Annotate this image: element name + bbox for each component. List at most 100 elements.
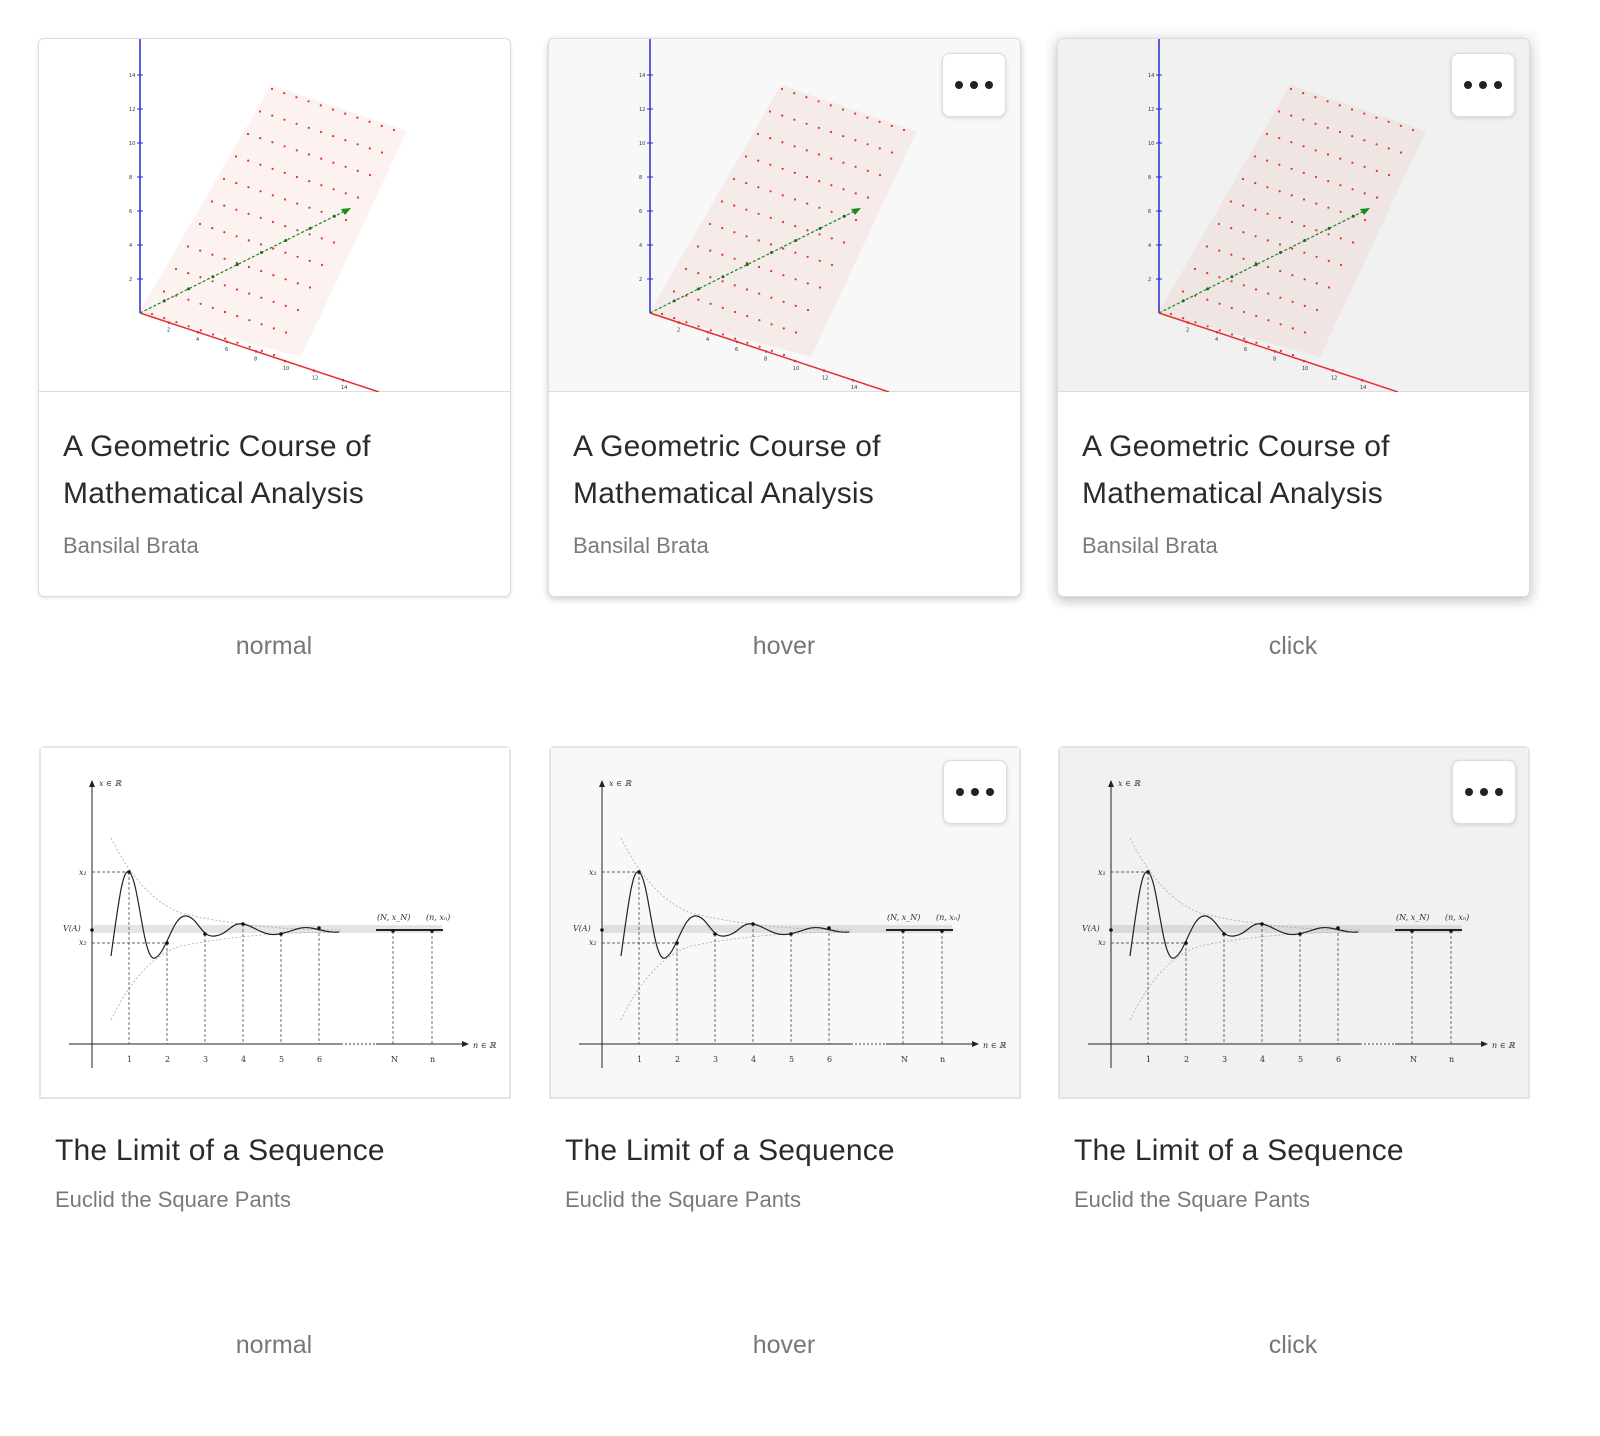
svg-text:x₁: x₁ — [589, 868, 597, 877]
3d-plot-thumbnail: 2 4 6 8 10 12 14 2 4 6 8 10 12 14 — [1058, 39, 1529, 392]
svg-text:1: 1 — [127, 1055, 132, 1064]
svg-text:5: 5 — [1298, 1055, 1303, 1064]
svg-text:8: 8 — [1273, 356, 1276, 362]
book-author: Bansilal Brata — [573, 533, 709, 558]
svg-text:12: 12 — [129, 107, 135, 113]
svg-text:2: 2 — [675, 1055, 680, 1064]
svg-text:x ∈ ℝ: x ∈ ℝ — [1118, 779, 1142, 788]
svg-text:2: 2 — [1186, 328, 1189, 334]
svg-text:x₁: x₁ — [1098, 868, 1106, 877]
svg-text:V(A): V(A) — [1082, 924, 1100, 933]
book-author: Bansilal Brata — [63, 533, 199, 558]
svg-text:1: 1 — [637, 1055, 642, 1064]
state-label-click: click — [1268, 1331, 1318, 1359]
svg-text:2: 2 — [165, 1055, 170, 1064]
svg-text:6: 6 — [317, 1055, 322, 1064]
svg-text:6: 6 — [1148, 209, 1151, 215]
more-options-button[interactable] — [943, 760, 1007, 824]
3d-plot-thumbnail: 2 4 6 8 10 12 14 2 4 6 8 10 12 14 — [549, 39, 1020, 392]
book-title: The Limit of a Sequence — [565, 1134, 895, 1167]
svg-text:14: 14 — [129, 73, 135, 79]
svg-text:3: 3 — [713, 1055, 718, 1064]
svg-text:4: 4 — [1215, 337, 1218, 343]
svg-text:N: N — [901, 1055, 908, 1064]
svg-text:10: 10 — [283, 366, 289, 372]
svg-text:14: 14 — [639, 73, 645, 79]
svg-text:N: N — [391, 1055, 398, 1064]
svg-text:2: 2 — [1148, 277, 1151, 283]
svg-text:6: 6 — [1336, 1055, 1341, 1064]
svg-text:4: 4 — [129, 243, 132, 249]
svg-text:x₂: x₂ — [79, 938, 87, 947]
svg-text:5: 5 — [279, 1055, 284, 1064]
svg-text:6: 6 — [129, 209, 132, 215]
3d-plot-thumbnail: 2 4 6 8 10 12 14 2 4 6 8 10 12 14 — [39, 39, 510, 392]
svg-text:4: 4 — [196, 337, 199, 343]
svg-text:V(A): V(A) — [573, 924, 591, 933]
state-label-normal: normal — [235, 1331, 313, 1359]
svg-text:x₁: x₁ — [79, 868, 87, 877]
svg-text:10: 10 — [1148, 141, 1154, 147]
more-options-button[interactable] — [942, 53, 1006, 117]
book-title: A Geometric Course of Mathematical Analy… — [63, 430, 371, 510]
svg-text:2: 2 — [129, 277, 132, 283]
svg-text:8: 8 — [254, 356, 257, 362]
svg-text:N: N — [1410, 1055, 1417, 1064]
svg-text:5: 5 — [789, 1055, 794, 1064]
svg-text:12: 12 — [822, 376, 828, 382]
svg-text:12: 12 — [1331, 376, 1337, 382]
3d-plot-drawing: 2 4 6 8 10 12 14 2 4 6 8 10 12 14 — [129, 39, 407, 392]
book-title: A Geometric Course of Mathematical Analy… — [573, 430, 881, 510]
svg-text:n ∈ ℝ: n ∈ ℝ — [1492, 1041, 1516, 1050]
svg-text:n: n — [1449, 1055, 1454, 1064]
svg-text:2: 2 — [167, 328, 170, 334]
svg-text:(N, x_N): (N, x_N) — [1396, 913, 1429, 922]
svg-text:3: 3 — [1222, 1055, 1227, 1064]
svg-text:14: 14 — [1148, 73, 1154, 79]
svg-text:(n, xₙ): (n, xₙ) — [1445, 913, 1469, 922]
svg-text:10: 10 — [129, 141, 135, 147]
book-author: Euclid the Square Pants — [55, 1187, 292, 1212]
book-card-geometric-normal[interactable]: 2 4 6 8 10 12 14 2 4 6 8 10 12 14 A Geometric Course … — [38, 38, 511, 597]
svg-text:2: 2 — [1184, 1055, 1189, 1064]
book-author: Bansilal Brata — [1082, 533, 1218, 558]
svg-text:(n, xₙ): (n, xₙ) — [936, 913, 960, 922]
svg-text:12: 12 — [312, 376, 318, 382]
svg-text:4: 4 — [241, 1055, 246, 1064]
book-author: Euclid the Square Pants — [565, 1187, 802, 1212]
more-horizontal-icon — [955, 81, 963, 89]
svg-text:4: 4 — [1260, 1055, 1265, 1064]
svg-text:8: 8 — [639, 175, 642, 181]
more-options-button[interactable] — [1452, 760, 1516, 824]
more-options-button[interactable] — [1451, 53, 1515, 117]
book-title: The Limit of a Sequence — [1074, 1134, 1404, 1167]
svg-text:4: 4 — [751, 1055, 756, 1064]
book-card-geometric-hover[interactable]: 2 4 6 8 10 12 14 2 4 6 8 10 12 14 A Geometric Course … — [548, 38, 1021, 597]
svg-text:10: 10 — [1302, 366, 1308, 372]
svg-text:4: 4 — [639, 243, 642, 249]
state-label-normal: normal — [235, 632, 313, 660]
book-card-geometric-click[interactable]: 2 4 6 8 10 12 14 2 4 6 8 10 12 14 A Geometric Course … — [1057, 38, 1530, 597]
svg-text:4: 4 — [1148, 243, 1151, 249]
3d-plot-drawing: 2 4 6 8 10 12 14 2 4 6 8 10 12 14 — [1148, 39, 1426, 392]
state-label-hover: hover — [752, 632, 816, 660]
svg-text:10: 10 — [639, 141, 645, 147]
svg-text:n ∈ ℝ: n ∈ ℝ — [983, 1041, 1007, 1050]
svg-text:6: 6 — [827, 1055, 832, 1064]
svg-text:x ∈ ℝ: x ∈ ℝ — [99, 779, 123, 788]
more-horizontal-icon — [956, 788, 964, 796]
svg-text:x₂: x₂ — [1098, 938, 1106, 947]
svg-text:(N, x_N): (N, x_N) — [887, 913, 920, 922]
svg-text:x₂: x₂ — [589, 938, 597, 947]
svg-text:x ∈ ℝ: x ∈ ℝ — [609, 779, 633, 788]
svg-text:10: 10 — [793, 366, 799, 372]
svg-text:(N, x_N): (N, x_N) — [377, 913, 410, 922]
svg-text:6: 6 — [1244, 347, 1247, 353]
svg-text:12: 12 — [1148, 107, 1154, 113]
